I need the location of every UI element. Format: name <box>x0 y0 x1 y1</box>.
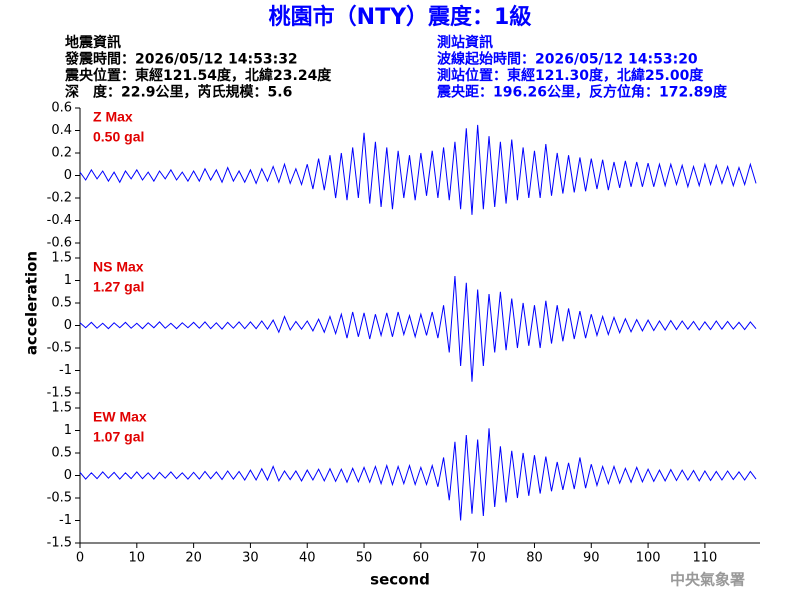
y-tick-label: -1.5 <box>47 536 72 551</box>
y-tick-label: 1 <box>64 423 72 438</box>
info-line: 深 度：22.9公里，芮氏規模：5.6 <box>65 84 292 101</box>
y-tick-label: -0.5 <box>47 491 72 506</box>
y-tick-label: 0.2 <box>51 146 72 161</box>
y-tick-label: 0 <box>64 168 72 183</box>
info-line: 測站資訊 <box>437 34 493 51</box>
y-tick-label: -1 <box>59 363 72 378</box>
info-line: 震央距：196.26公里，反方位角：172.89度 <box>436 84 728 101</box>
y-tick-label: -1 <box>59 513 72 528</box>
y-tick-label: 0 <box>64 468 72 483</box>
watermark: 中央氣象署 <box>670 571 745 589</box>
x-axis-label: second <box>370 571 430 589</box>
annotation: 1.27 gal <box>93 279 144 295</box>
x-tick-label: 30 <box>242 551 259 566</box>
title: 桃園市（NTY）震度：1級 <box>269 4 532 30</box>
y-tick-label: 0.5 <box>51 446 72 461</box>
y-tick-label: 0 <box>64 318 72 333</box>
waveform <box>79 428 757 521</box>
x-tick-label: 60 <box>413 551 430 566</box>
y-tick-label: 1.5 <box>51 251 72 266</box>
annotation: Z Max <box>93 109 133 125</box>
annotation: 0.50 gal <box>93 129 144 145</box>
y-axis-label: acceleration <box>23 251 41 355</box>
info-line: 地震資訊 <box>65 34 121 51</box>
waveform <box>79 124 757 215</box>
annotation: NS Max <box>93 259 144 275</box>
annotation: EW Max <box>93 409 147 425</box>
info-line: 震央位置：東經121.54度，北緯23.24度 <box>64 67 332 84</box>
y-tick-label: 1.5 <box>51 401 72 416</box>
y-tick-label: 0.5 <box>51 296 72 311</box>
x-tick-label: 40 <box>299 551 316 566</box>
y-tick-label: -1.5 <box>47 386 72 401</box>
x-tick-label: 90 <box>583 551 600 566</box>
info-line: 發震時間：2026/05/12 14:53:32 <box>64 51 298 68</box>
x-tick-label: 100 <box>636 551 661 566</box>
x-tick-label: 110 <box>692 551 717 566</box>
y-tick-label: 0.4 <box>51 123 72 138</box>
y-tick-label: -0.6 <box>47 236 72 251</box>
x-tick-label: 70 <box>469 551 486 566</box>
waveform <box>79 275 757 382</box>
x-tick-label: 0 <box>76 551 84 566</box>
x-tick-label: 20 <box>185 551 202 566</box>
y-tick-label: 1 <box>64 273 72 288</box>
info-line: 測站位置：東經121.30度，北緯25.00度 <box>437 67 704 84</box>
y-tick-label: -0.5 <box>47 341 72 356</box>
y-tick-label: -0.2 <box>47 191 72 206</box>
y-tick-label: 0.6 <box>51 101 72 116</box>
x-tick-label: 10 <box>129 551 146 566</box>
info-line: 波線起始時間：2026/05/12 14:53:20 <box>437 51 698 68</box>
x-tick-label: 80 <box>526 551 543 566</box>
y-tick-label: -0.4 <box>47 213 72 228</box>
x-tick-label: 50 <box>356 551 373 566</box>
annotation: 1.07 gal <box>93 429 144 445</box>
